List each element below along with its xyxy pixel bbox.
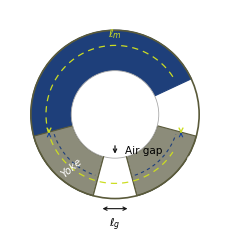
Circle shape [71,71,158,158]
Text: $\ell_y$: $\ell_y$ [185,154,195,168]
Wedge shape [34,126,103,196]
Text: PM: PM [104,79,125,92]
Text: $\ell_y$: $\ell_y$ [34,154,44,168]
Text: $\ell_m$: $\ell_m$ [108,28,121,41]
Text: Air gap: Air gap [125,145,162,155]
Wedge shape [31,31,191,199]
Wedge shape [126,126,195,196]
Text: Yoke: Yoke [59,156,83,178]
Wedge shape [92,153,137,203]
Text: $\ell_g$: $\ell_g$ [109,216,120,232]
